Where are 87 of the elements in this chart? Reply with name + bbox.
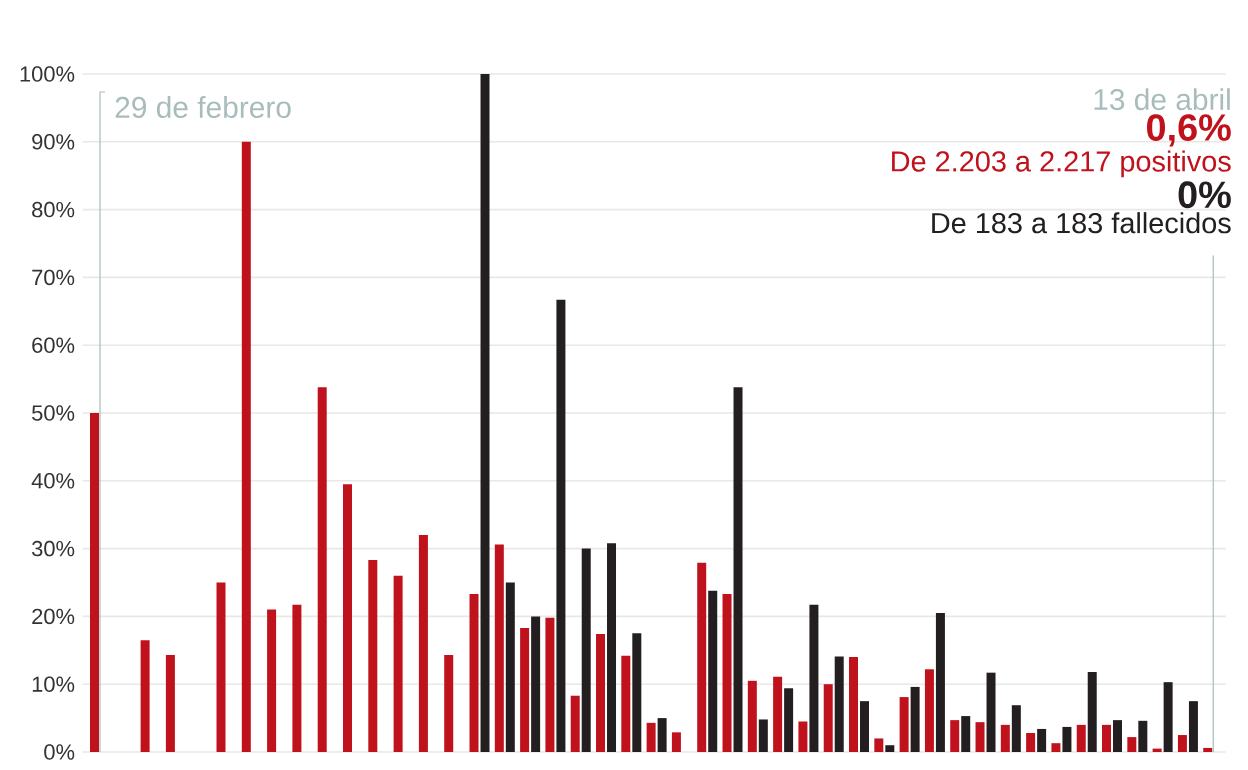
bar (292, 604, 302, 752)
bar (1076, 724, 1086, 752)
bar (697, 562, 707, 752)
y-tick-label: 40% (31, 473, 75, 489)
bar (494, 544, 504, 752)
bar (924, 669, 934, 752)
bar (556, 299, 566, 752)
y-tick-label: 20% (32, 608, 75, 625)
bar (545, 617, 555, 752)
bar (899, 697, 909, 752)
bar (531, 616, 541, 752)
bar (733, 387, 743, 752)
bar (1087, 671, 1097, 752)
bar (480, 73, 490, 752)
bar (657, 718, 667, 752)
bar (520, 627, 530, 752)
bar (607, 543, 617, 752)
bar (1000, 724, 1010, 752)
y-tick-label: 10% (32, 676, 75, 692)
bar (671, 732, 681, 752)
annotation: De 2.203 a 2.217 positivos (892, 150, 1231, 178)
annotation: 0% (1178, 181, 1231, 209)
bar (986, 672, 996, 752)
bar (444, 655, 454, 752)
y-tick-label: 100% (20, 66, 75, 82)
bar (708, 590, 718, 752)
bar (165, 655, 175, 752)
bar (581, 548, 591, 752)
bar (216, 582, 226, 752)
bar (1102, 724, 1112, 752)
y-tick-label: 50% (32, 405, 75, 421)
bar (317, 387, 327, 752)
bar (722, 594, 732, 752)
bar (343, 484, 353, 752)
bar (975, 722, 985, 752)
bar (1127, 737, 1137, 752)
y-tick-label: 90% (32, 134, 75, 150)
bar (393, 575, 403, 752)
annotation: De 183 a 183 fallecidos (932, 212, 1231, 234)
bar (758, 719, 768, 752)
bar (1203, 747, 1213, 752)
y-tick-label: 30% (31, 540, 75, 557)
bar (747, 680, 757, 752)
bar (621, 655, 631, 752)
bar (1037, 728, 1047, 752)
annotation: 13 de abril (1094, 88, 1230, 111)
bar (773, 676, 783, 752)
bar (632, 633, 642, 752)
bar (950, 720, 960, 752)
bar (1062, 726, 1072, 752)
bar (1163, 682, 1173, 752)
y-tick-label: 80% (32, 201, 75, 218)
bar (809, 604, 819, 752)
annotation: 0,6% (1147, 114, 1231, 147)
bar (961, 716, 971, 752)
y-tick-label: 60% (32, 337, 75, 353)
bar (798, 721, 808, 752)
bar (570, 695, 580, 752)
bar (646, 722, 656, 752)
bar (849, 657, 859, 752)
bar (834, 656, 844, 752)
bar (1177, 735, 1187, 752)
bar (823, 684, 833, 752)
bar (90, 413, 99, 752)
bar (140, 640, 150, 752)
bar (1011, 705, 1021, 752)
bar (241, 141, 251, 752)
bar (505, 582, 515, 752)
bar (469, 594, 479, 752)
bar (267, 609, 277, 752)
bar (885, 745, 895, 752)
bar (784, 688, 794, 752)
bar (910, 686, 920, 752)
bar (1026, 733, 1036, 752)
bar (1051, 743, 1061, 752)
annotation: 29 de febrero (115, 96, 291, 118)
bar (935, 613, 945, 752)
y-tick-label: 0% (44, 744, 75, 760)
bar (1113, 720, 1123, 752)
bar (596, 634, 606, 752)
bar (368, 560, 378, 752)
bar (1138, 720, 1148, 752)
bar (1188, 701, 1198, 752)
bar (874, 738, 884, 752)
y-tick-label: 70% (32, 269, 75, 286)
bar (418, 535, 428, 752)
bar (860, 701, 870, 752)
